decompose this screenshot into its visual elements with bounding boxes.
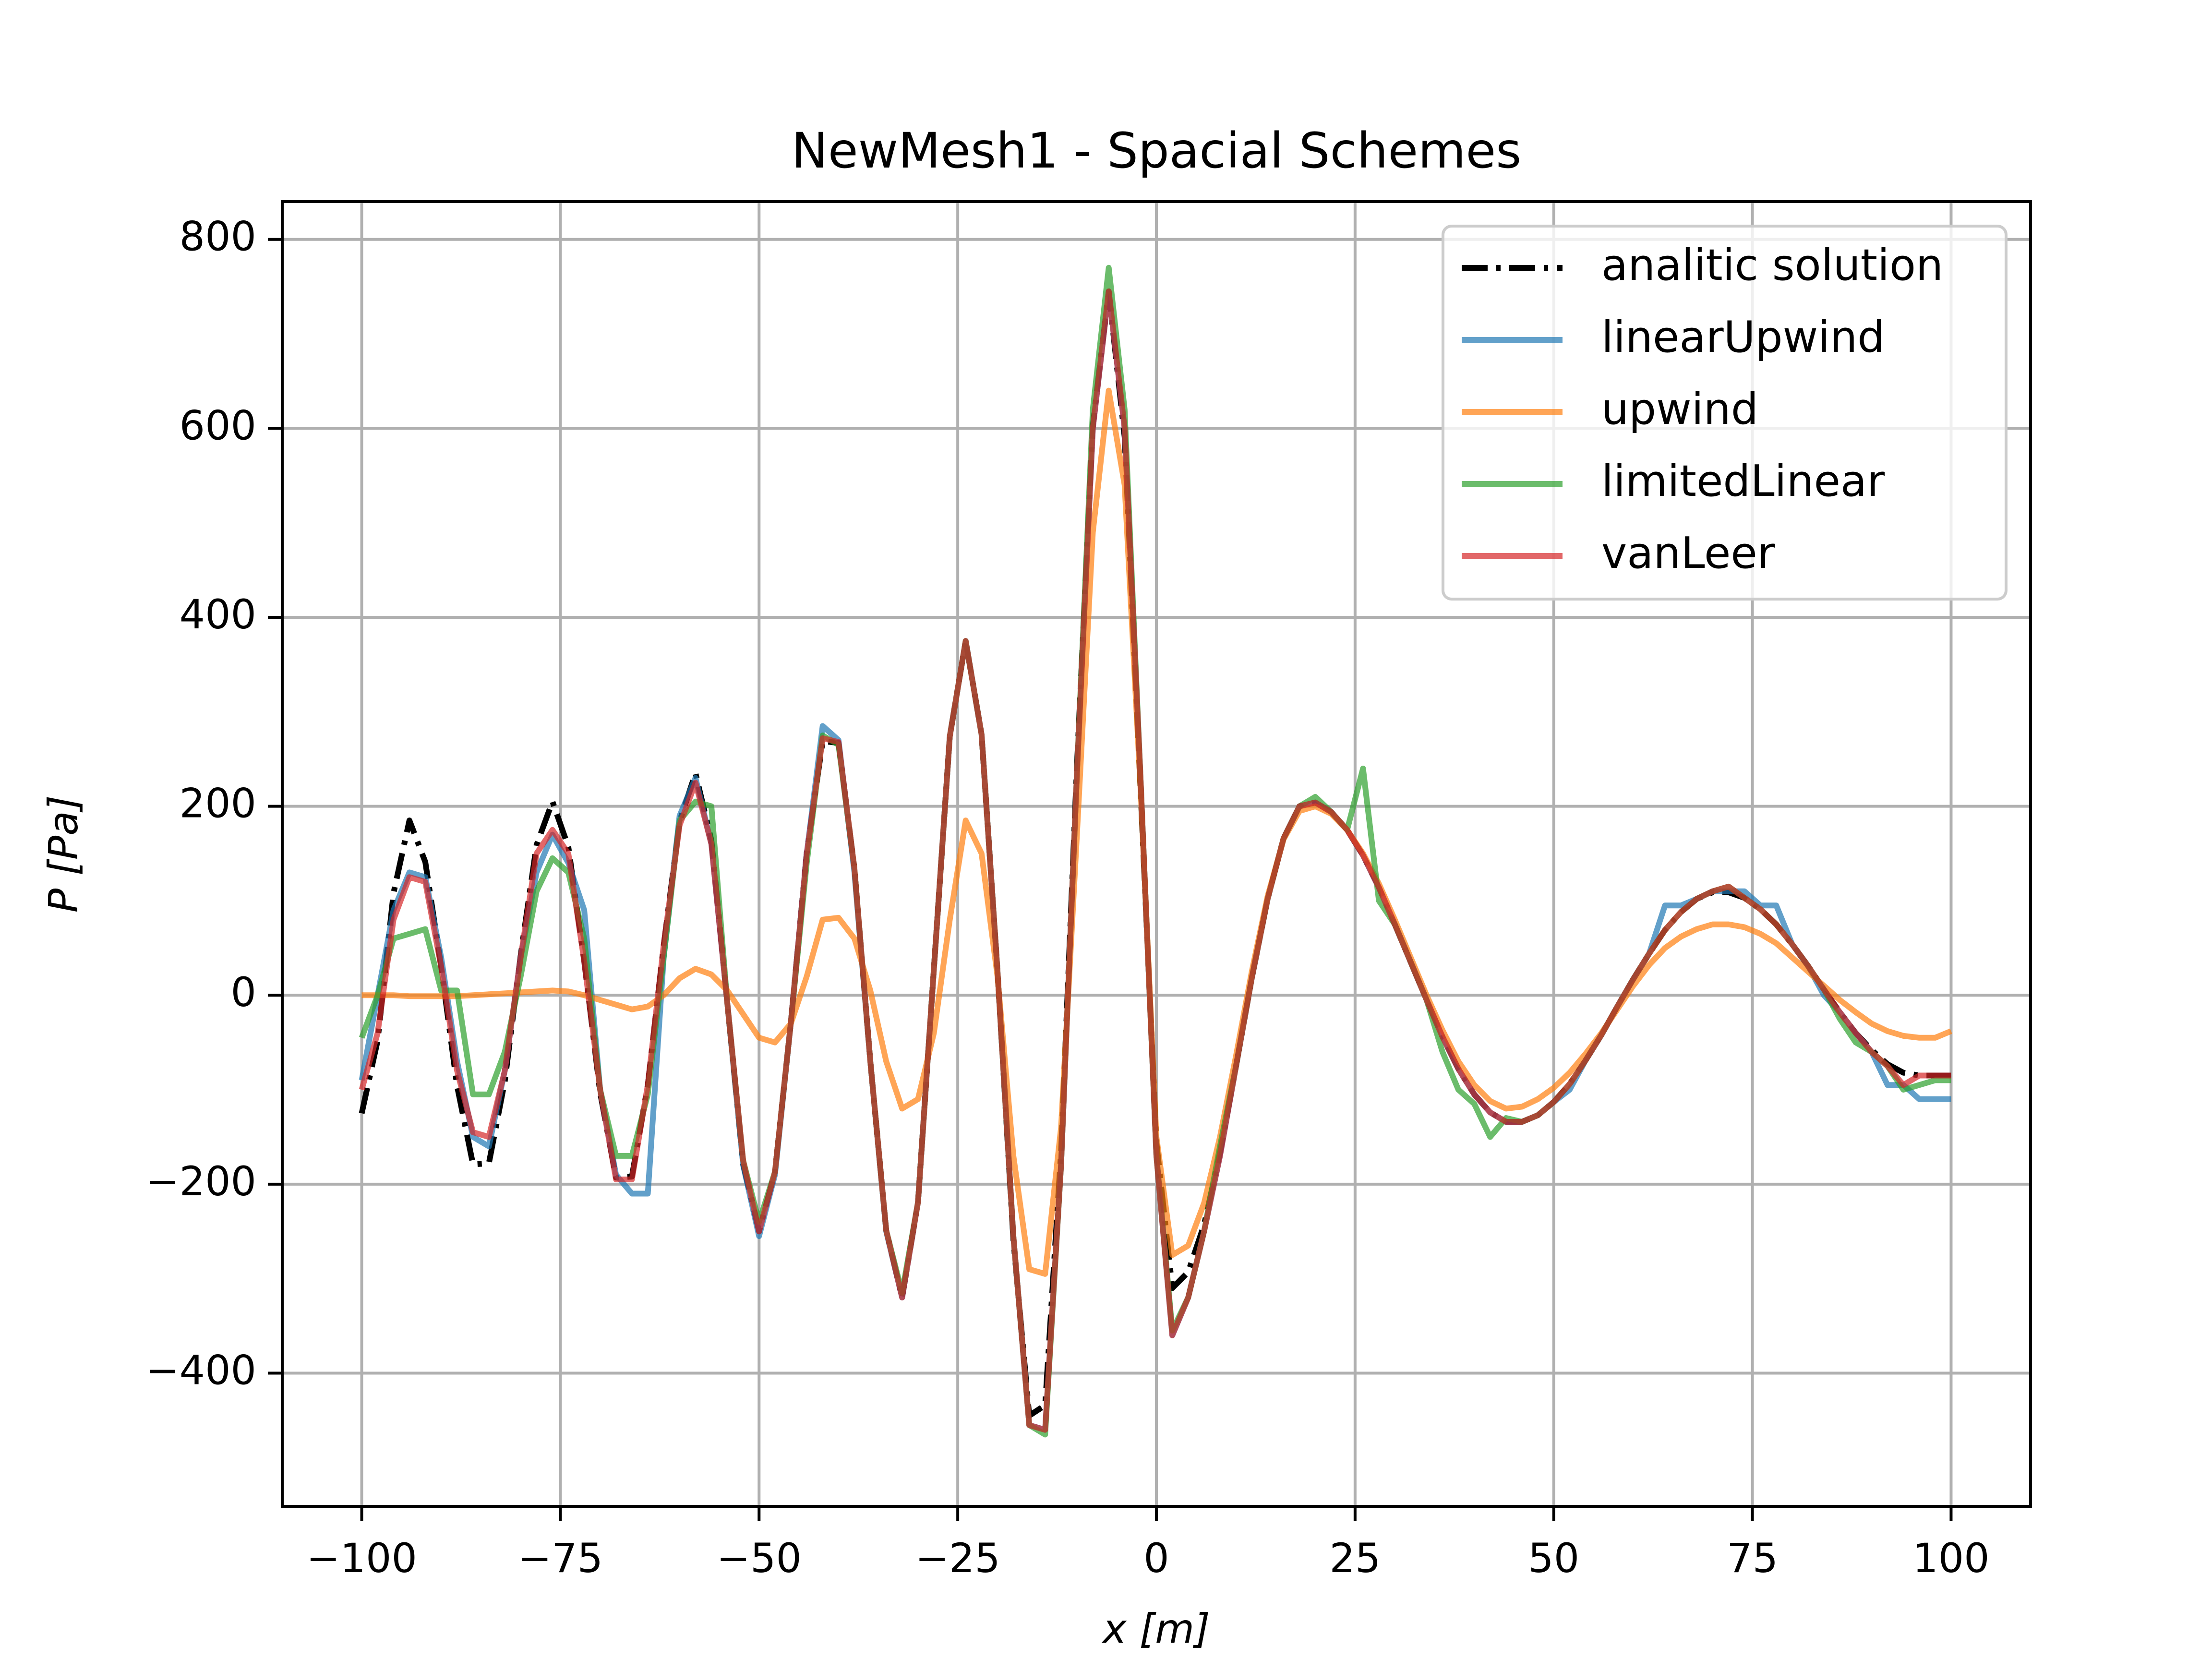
y-axis-label: P [Pa]: [40, 795, 87, 913]
x-tick-label: −50: [717, 1535, 802, 1582]
y-tick-label: −200: [145, 1158, 256, 1205]
y-tick-label: 200: [180, 780, 256, 827]
legend-box: [1442, 225, 2008, 601]
y-tick-label: 600: [180, 402, 256, 449]
x-tick-label: 25: [1329, 1535, 1381, 1582]
legend: analitic solution linearUpwind upwind limit…: [1442, 225, 2008, 601]
legend-label: limitedLinear: [1601, 456, 1885, 506]
x-tick-label: 100: [1912, 1535, 1989, 1582]
legend-label: analitic solution: [1601, 240, 1943, 290]
y-tick-label: 800: [180, 213, 256, 260]
chart-title: NewMesh1 - Spacial Schemes: [792, 122, 1522, 180]
series-line: [359, 288, 1951, 1433]
legend-label: vanLeer: [1601, 528, 1775, 578]
x-tick-label: −100: [306, 1535, 417, 1582]
y-tick-label: −400: [145, 1346, 256, 1394]
x-tick-label: −25: [915, 1535, 1000, 1582]
x-axis-label: x [m]: [1101, 1605, 1210, 1652]
x-tick-label: −75: [518, 1535, 603, 1582]
y-tick-label: 0: [231, 969, 256, 1016]
legend-label: linearUpwind: [1601, 312, 1885, 362]
legend-label: upwind: [1601, 384, 1758, 434]
x-tick-label: 75: [1727, 1535, 1778, 1582]
x-tick-label: 50: [1528, 1535, 1579, 1582]
plot-area: [359, 264, 1952, 1438]
x-tick-label: 0: [1143, 1535, 1169, 1582]
y-tick-label: 400: [180, 591, 256, 638]
ticks: −100 −75 −50 −25 0 25 50 75 100 −400 −200 0 200 400 60…: [145, 213, 1989, 1582]
